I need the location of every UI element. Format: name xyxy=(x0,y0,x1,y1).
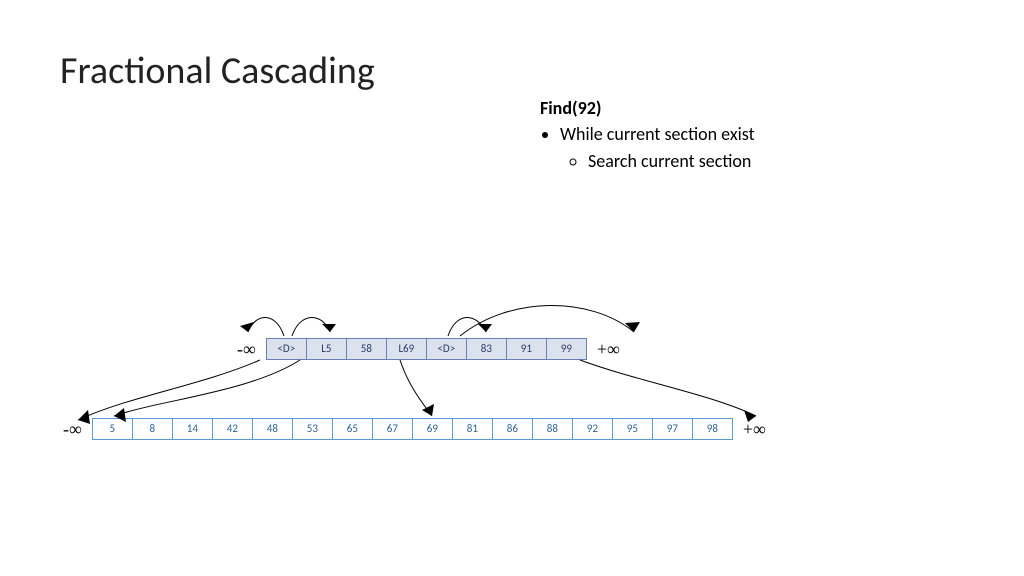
neg-infinity-lower: -∞ xyxy=(53,419,92,440)
upper-cell: L69 xyxy=(387,339,427,359)
upper-cell: L5 xyxy=(307,339,347,359)
upper-cell: <D> xyxy=(427,339,467,359)
lower-cell: 81 xyxy=(453,419,493,439)
slide-title: Fractional Cascading xyxy=(60,48,375,94)
lower-cell: 95 xyxy=(613,419,653,439)
lower-array: 581442485365676981868892959798 xyxy=(92,418,733,440)
upper-array-wrap: -∞ <D>L558L69<D>839199 +∞ xyxy=(227,338,630,360)
lower-cell: 98 xyxy=(693,419,732,439)
lower-cell: 5 xyxy=(93,419,133,439)
lower-cell: 88 xyxy=(533,419,573,439)
upper-cell: 99 xyxy=(547,339,586,359)
lower-cell: 53 xyxy=(293,419,333,439)
algorithm-step-2: Search current section xyxy=(588,149,755,173)
lower-cell: 97 xyxy=(653,419,693,439)
lower-array-wrap: -∞ 581442485365676981868892959798 +∞ xyxy=(53,418,776,440)
upper-cell: 83 xyxy=(467,339,507,359)
lower-cell: 65 xyxy=(333,419,373,439)
lower-cell: 67 xyxy=(373,419,413,439)
algorithm-box: Find(92) While current section exist Sea… xyxy=(540,96,755,173)
pos-infinity-upper: +∞ xyxy=(587,339,630,360)
upper-cell: <D> xyxy=(267,339,307,359)
lower-cell: 48 xyxy=(253,419,293,439)
lower-cell: 69 xyxy=(413,419,453,439)
pos-infinity-lower: +∞ xyxy=(733,419,776,440)
lower-cell: 42 xyxy=(213,419,253,439)
algorithm-step-1: While current section exist xyxy=(560,122,755,146)
upper-array: <D>L558L69<D>839199 xyxy=(266,338,587,360)
neg-infinity-upper: -∞ xyxy=(227,339,266,360)
upper-cell: 91 xyxy=(507,339,547,359)
lower-cell: 14 xyxy=(173,419,213,439)
lower-cell: 86 xyxy=(493,419,533,439)
upper-cell: 58 xyxy=(347,339,387,359)
lower-cell: 8 xyxy=(133,419,173,439)
lower-cell: 92 xyxy=(573,419,613,439)
algorithm-fn: Find(92) xyxy=(540,96,755,120)
